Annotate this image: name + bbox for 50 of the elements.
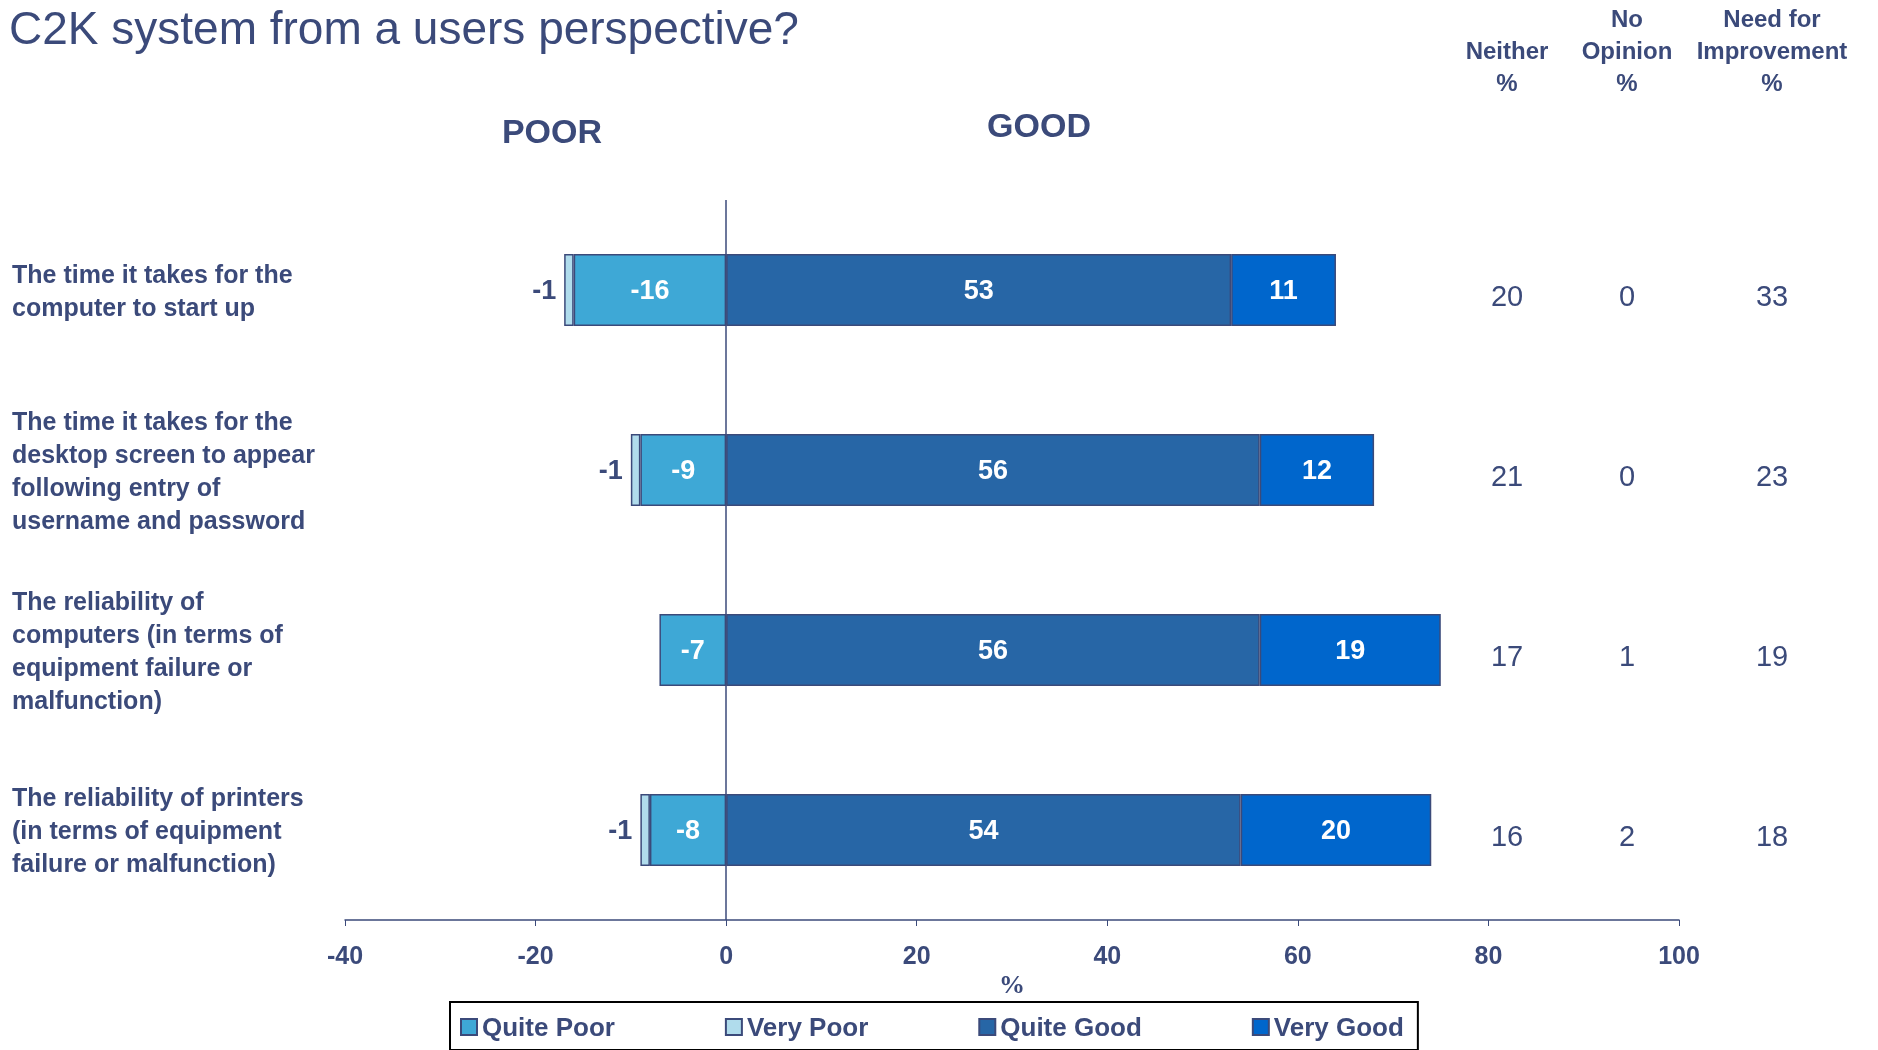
annotation: 20 — [1490, 280, 1524, 312]
text: 19 — [1755, 640, 1789, 672]
x-tick-label: 80 — [1474, 940, 1503, 969]
x-tick-label: 100 — [1658, 940, 1700, 969]
annotation: 2 — [1618, 820, 1636, 852]
legend-label: Very Poor — [746, 1012, 869, 1042]
y-tick-label: The time it takes for the computer to start up — [12, 259, 300, 321]
legend-label: Quite Poor — [482, 1012, 615, 1042]
annotation: 1 — [1618, 640, 1636, 672]
data-label: 20 — [1320, 815, 1351, 845]
annotation: 0 — [1618, 460, 1636, 492]
data-label: -1 — [532, 275, 557, 305]
text: Neither % — [1465, 36, 1549, 96]
x-tick-label: 20 — [902, 940, 931, 969]
y-tick-label: The reliability of computers (in terms of equipment failure or malfunction) — [12, 586, 290, 714]
x-tick-label: 0 — [719, 940, 734, 969]
text: 23 — [1755, 460, 1789, 492]
x-tick-label: -40 — [326, 940, 364, 969]
data-label: -1 — [598, 455, 623, 485]
data-label: -8 — [676, 815, 701, 845]
data-label: 56 — [977, 635, 1008, 665]
data-label: -16 — [630, 275, 670, 305]
chart-title: C2K system from a users perspective? — [9, 2, 799, 54]
data-label: -7 — [680, 635, 705, 665]
annotation: 0 — [1618, 280, 1636, 312]
data-label: 19 — [1335, 635, 1366, 665]
x-axis-title: % — [999, 970, 1025, 1000]
legend-label: Quite Good — [1000, 1012, 1142, 1042]
y-tick-label: The time it takes for the desktop screen to appear following entry of username and password — [12, 406, 322, 534]
data-label: 56 — [977, 455, 1008, 485]
data-label: 54 — [968, 815, 999, 845]
data-label: 12 — [1301, 455, 1332, 485]
annotation: 21 — [1490, 460, 1524, 492]
text: 33 — [1755, 280, 1789, 312]
text: GOOD — [987, 106, 1091, 144]
data-label: -1 — [608, 815, 633, 845]
data-label: 11 — [1269, 275, 1298, 305]
text: POOR — [501, 112, 603, 150]
text: Need for Improvement % — [1696, 4, 1848, 96]
annotation: 17 — [1490, 640, 1524, 672]
legend-label: Very Good — [1273, 1012, 1404, 1042]
annotation: 16 — [1490, 820, 1524, 852]
x-tick-label: 60 — [1283, 940, 1312, 969]
x-tick-label: -20 — [517, 940, 554, 969]
x-tick-label: 40 — [1093, 940, 1122, 969]
text: No Opinion % — [1581, 4, 1673, 96]
data-label: 53 — [963, 275, 994, 305]
y-tick-label: The reliability of printers (in terms of equipment failure or malfunction) — [12, 783, 311, 877]
data-label: -9 — [671, 455, 696, 485]
text: 18 — [1755, 820, 1789, 852]
